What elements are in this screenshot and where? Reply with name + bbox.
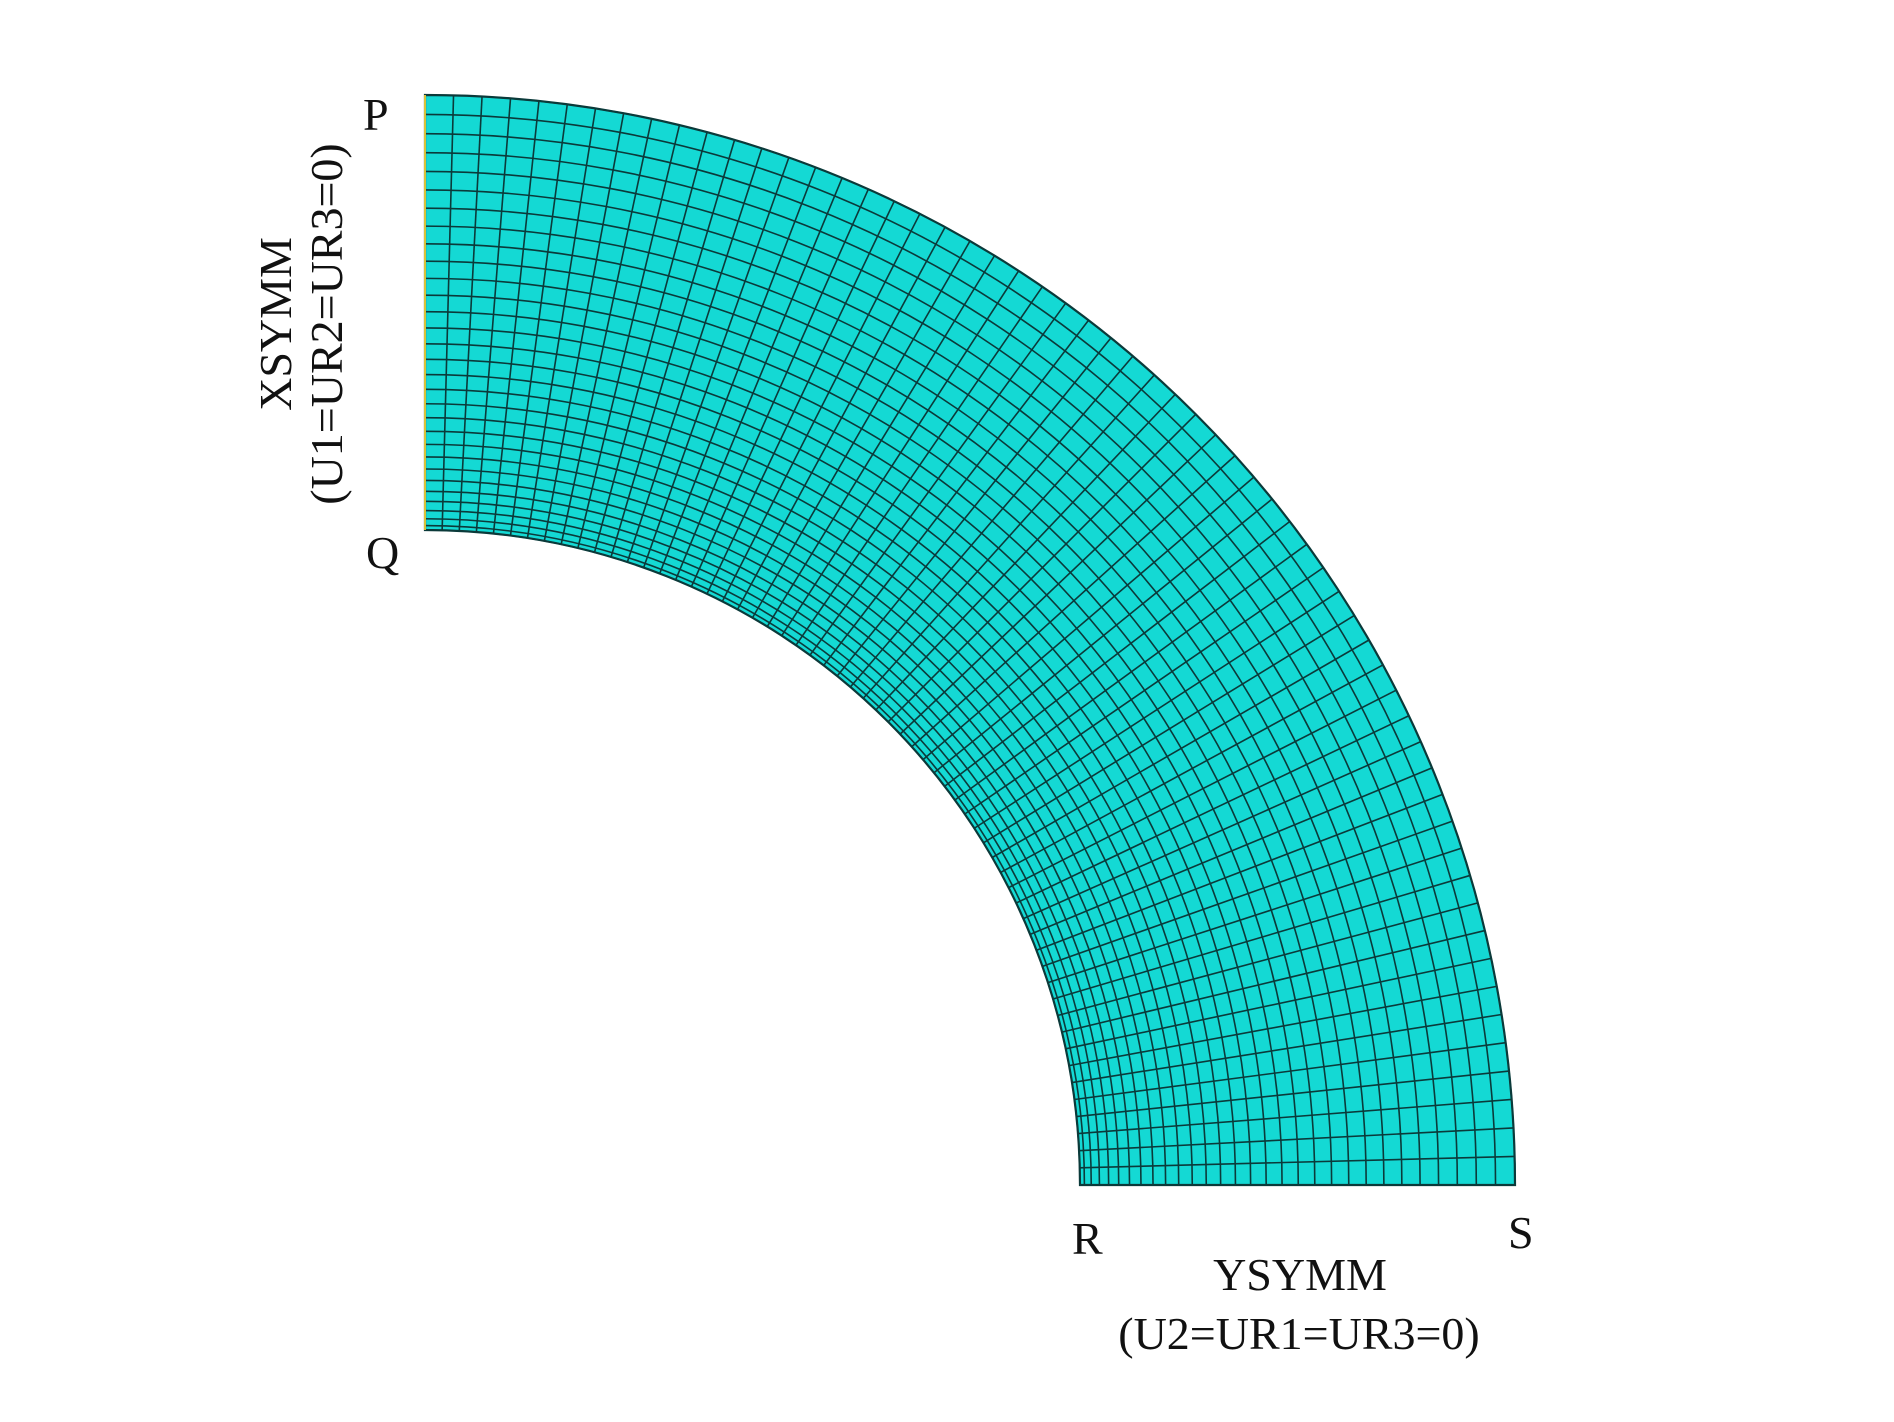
mesh-arc-line — [424, 294, 1316, 1186]
mesh-arc-line — [424, 524, 1086, 1186]
mesh-arc-line — [424, 113, 1497, 1186]
corner-label-s: S — [1508, 1207, 1534, 1258]
ysymm-dofs-label: (U2=UR1=UR3=0) — [1118, 1308, 1480, 1359]
ysymm-label: YSYMM — [1213, 1249, 1387, 1300]
mesh-arc-line — [424, 343, 1267, 1186]
mesh-arc-line — [424, 225, 1385, 1186]
mesh-arc-line — [424, 132, 1478, 1186]
mesh-arc-line — [424, 443, 1167, 1186]
quarter-annulus-mesh — [423, 93, 1517, 1187]
mesh-arc-line — [424, 456, 1154, 1186]
mesh-arc-line — [424, 277, 1333, 1186]
mesh-arc-line — [424, 416, 1194, 1186]
xsymm-label-group: XSYMM (U1=UR2=UR3=0) — [250, 143, 352, 505]
mesh-arc-line — [424, 170, 1440, 1186]
mesh-arc-line — [424, 373, 1237, 1186]
mesh-arc-line — [424, 310, 1300, 1186]
mesh-arc-lines — [424, 94, 1516, 1186]
mesh-arc-line — [424, 500, 1110, 1186]
mesh-arc-line — [424, 260, 1350, 1186]
mesh-arc-line — [424, 490, 1120, 1186]
mesh-arc-line — [424, 509, 1101, 1186]
mesh-arc-line — [424, 479, 1131, 1186]
corner-label-p: P — [363, 89, 389, 140]
mesh-arc-line — [424, 388, 1222, 1186]
xsymm-dofs-label: (U1=UR2=UR3=0) — [301, 143, 352, 505]
mesh-outline — [423, 93, 1517, 1187]
mesh-arc-line — [424, 151, 1459, 1186]
mesh-arc-line — [424, 517, 1093, 1186]
xsymm-label: XSYMM — [250, 237, 301, 411]
mesh-arc-line — [424, 430, 1180, 1186]
mesh-arc-line — [424, 402, 1208, 1186]
mesh-arc-line — [424, 468, 1142, 1186]
mesh-arc-line — [424, 358, 1252, 1186]
mesh-arc-line — [424, 327, 1283, 1186]
mesh-arc-line — [424, 243, 1367, 1186]
mesh-arc-line — [424, 189, 1421, 1186]
corner-label-q: Q — [366, 527, 399, 578]
corner-label-r: R — [1072, 1213, 1103, 1264]
mesh-arc-line — [424, 207, 1403, 1186]
